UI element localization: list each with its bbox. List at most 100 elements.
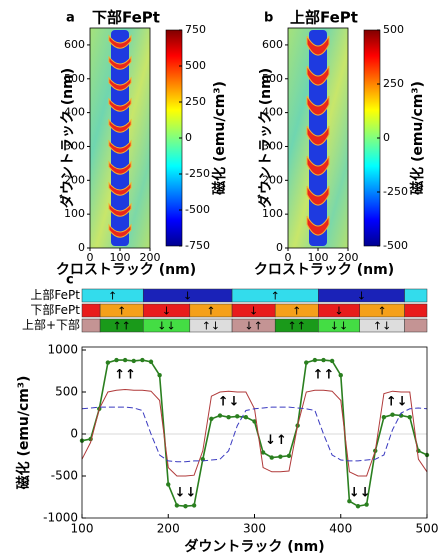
colorbar-tick-label: -750	[185, 239, 210, 252]
y-tick-label: 500	[262, 72, 283, 85]
x-axis-label: クロストラック (nm)	[56, 262, 196, 278]
data-point	[243, 415, 249, 420]
colorbar-label: 磁化 (emu/cm³)	[409, 81, 426, 195]
data-point	[235, 414, 240, 419]
y-tick-label: 400	[262, 106, 283, 119]
data-point	[278, 454, 283, 459]
domain-arrow: ↑↑	[288, 320, 306, 333]
colorbar-tick-label: 500	[185, 59, 206, 72]
domain-segment	[81, 318, 101, 333]
y-tick-label: 500	[64, 72, 85, 85]
annotation: ↑↑	[313, 368, 335, 383]
heatmap-domain	[108, 55, 132, 70]
panel-label: a	[66, 11, 75, 26]
annotation: ↑↑	[114, 368, 136, 383]
y-tick-label: 1000	[47, 343, 78, 357]
data-point	[347, 499, 352, 504]
annotation: ↓↑	[265, 433, 287, 448]
domain-segment	[404, 288, 428, 303]
domain-arrow: ↓	[334, 305, 343, 318]
domain-arrow: ↓	[249, 305, 258, 318]
domain-arrow: ↑	[271, 290, 280, 303]
data-point	[312, 357, 318, 363]
data-point	[338, 373, 343, 378]
y-tick-label: 300	[262, 139, 283, 152]
x-tick-label: 100	[308, 251, 329, 264]
domain-arrow: ↑	[378, 305, 387, 318]
y-tick-label: 100	[262, 207, 283, 220]
data-point	[260, 450, 266, 455]
data-point	[286, 453, 292, 459]
x-tick-label: 200	[140, 251, 161, 264]
row-label: 上部+下部	[22, 317, 80, 332]
colorbar-tick-label: 250	[383, 77, 404, 90]
domain-arrow: ↓↑	[244, 320, 262, 333]
heatmap-domain	[108, 223, 132, 238]
row-label: 下部FePt	[30, 302, 80, 317]
domain-arrow: ↑↓	[202, 320, 220, 333]
x-tick-label: 500	[416, 522, 439, 536]
data-point	[140, 357, 145, 363]
x-tick-label: 100	[110, 251, 131, 264]
colorbar-tick-label: -250	[185, 167, 210, 180]
colorbar-tick-label: 0	[383, 131, 390, 144]
domain-arrow: ↑	[206, 305, 215, 318]
panel-label: c	[66, 273, 74, 288]
heatmap-domain	[108, 118, 132, 133]
x-axis-label: ダウントラック (nm)	[184, 538, 324, 555]
heatmap-domain	[306, 35, 330, 56]
y-tick-label: -500	[51, 469, 78, 483]
data-point	[174, 503, 180, 508]
x-tick-label: 200	[157, 522, 180, 536]
y-tick-label: 600	[262, 38, 283, 51]
panel-title: 上部FePt	[290, 9, 358, 27]
heatmap-domain	[306, 95, 330, 116]
y-tick-label: 300	[64, 139, 85, 152]
heatmap-domain	[306, 65, 330, 86]
annotation: ↑↓	[218, 395, 240, 410]
colorbar-tick-label: -250	[383, 185, 408, 198]
y-tick-label: 400	[64, 106, 85, 119]
domain-arrow: ↓	[357, 290, 366, 303]
data-point	[157, 373, 162, 378]
data-point	[114, 357, 119, 363]
data-point	[183, 504, 188, 509]
series-line	[81, 388, 428, 477]
domain-arrow: ↓	[162, 305, 171, 318]
x-tick-label: 100	[71, 522, 94, 536]
annotation: ↓↓	[349, 485, 371, 500]
colorbar-tick-label: 500	[383, 23, 404, 36]
data-point	[166, 482, 171, 487]
y-tick-label: 0	[276, 241, 283, 254]
panel-title: 下部FePt	[92, 9, 160, 27]
data-point	[131, 358, 136, 364]
heatmap-domain	[108, 34, 132, 49]
domain-arrow: ↓↓	[330, 320, 348, 333]
data-point	[364, 502, 369, 507]
annotation: ↓↓	[175, 485, 197, 500]
y-tick-label: 0	[70, 427, 78, 441]
data-point	[209, 416, 214, 422]
data-point	[217, 413, 223, 418]
data-point	[252, 419, 257, 424]
colorbar-tick-label: 250	[185, 95, 206, 108]
y-axis-label: 磁化 (emu/cm³)	[15, 376, 32, 490]
x-tick-label: 0	[285, 251, 292, 264]
domain-arrow: ↑	[292, 305, 301, 318]
data-point	[329, 358, 335, 364]
data-point	[122, 357, 128, 363]
domain-segment	[404, 318, 428, 333]
data-point	[407, 415, 412, 420]
y-tick-label: 100	[64, 207, 85, 220]
data-point	[390, 412, 395, 417]
colorbar-label: 磁化 (emu/cm³)	[211, 81, 228, 195]
heatmap-domain	[108, 181, 132, 196]
data-point	[304, 360, 309, 365]
domain-arrow: ↑	[108, 290, 117, 303]
data-point	[269, 455, 274, 460]
x-axis-label: クロストラック (nm)	[254, 262, 394, 278]
data-point	[191, 503, 197, 508]
y-tick-label: 200	[64, 173, 85, 186]
